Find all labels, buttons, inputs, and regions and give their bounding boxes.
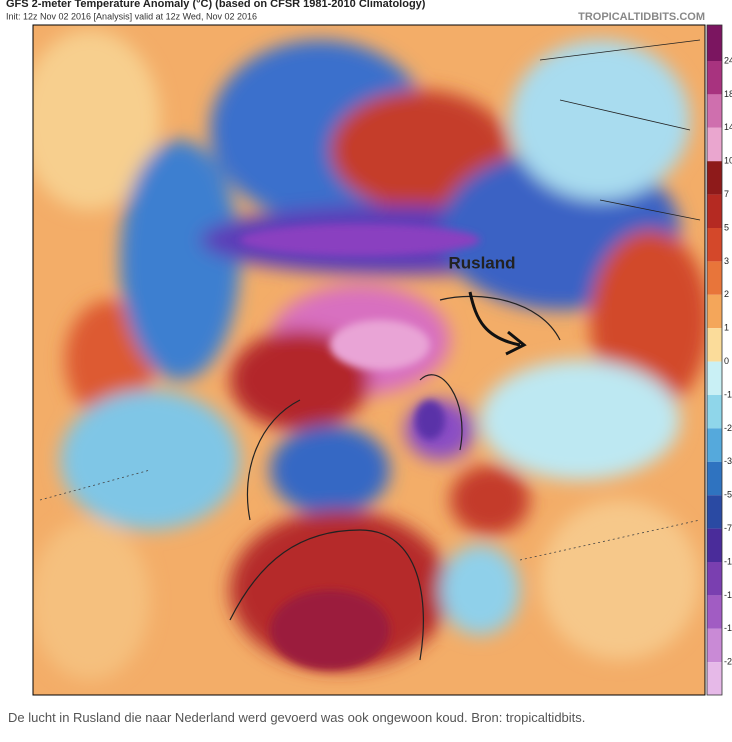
colorbar-segment — [707, 228, 722, 262]
colorbar-label: 0 — [724, 356, 729, 366]
colorbar-segment — [707, 161, 722, 195]
colorbar-label: -2 — [724, 657, 732, 667]
colorbar-frame — [706, 24, 723, 696]
colorbar-label: 18 — [724, 89, 732, 99]
colorbar-label: -1 — [724, 556, 732, 566]
colorbar-label: -3 — [724, 456, 732, 466]
temperature-map — [33, 25, 705, 695]
colorbar-label: -5 — [724, 490, 732, 500]
source: TROPICALTIDBITS.COM — [578, 11, 705, 23]
colorbar-label: -1 — [724, 590, 732, 600]
colorbar-segment — [707, 261, 722, 295]
colorbar-segment — [707, 428, 722, 462]
colorbar-segment — [707, 628, 722, 663]
map-subtitle: Init: 12z Nov 02 2016 [Analysis] valid a… — [6, 11, 257, 21]
caption: De lucht in Rusland die naar Nederland w… — [8, 710, 586, 725]
colorbar-segment — [707, 25, 722, 61]
colorbar-label: 7 — [724, 189, 729, 199]
colorbar-label: 1 — [724, 323, 729, 333]
colorbar-segment — [707, 94, 722, 128]
colorbar-label: -1 — [724, 389, 732, 399]
colorbar-label: -1 — [724, 623, 732, 633]
colorbar-label: 3 — [724, 256, 729, 266]
colorbar-segment — [707, 528, 722, 562]
colorbar-label: 10 — [724, 156, 732, 166]
colorbar-segment — [707, 395, 722, 429]
colorbar-label: 5 — [724, 222, 729, 232]
colorbar-label: 24 — [724, 55, 732, 65]
colorbar-segment — [707, 361, 722, 395]
colorbar-segment — [707, 328, 722, 362]
colorbar-segment — [707, 127, 722, 162]
colorbar-segment — [707, 294, 722, 329]
colorbar-label: 2 — [724, 289, 729, 299]
colorbar-segment — [707, 461, 722, 496]
arrow — [468, 291, 527, 356]
colorbar-label: -7 — [724, 523, 732, 533]
colorbar-segment — [707, 662, 722, 695]
colorbar-segment — [707, 61, 722, 95]
colorbar-segment — [707, 495, 722, 529]
colorbar-segment — [707, 562, 722, 596]
colorbar-segment — [707, 595, 722, 629]
colorbar-label: 14 — [724, 122, 732, 132]
annotation: Rusland — [448, 253, 515, 272]
map-title: GFS 2-meter Temperature Anomaly (°C) (ba… — [6, 0, 426, 10]
colorbar-segment — [707, 194, 722, 228]
colorbar-label: -2 — [724, 423, 732, 433]
